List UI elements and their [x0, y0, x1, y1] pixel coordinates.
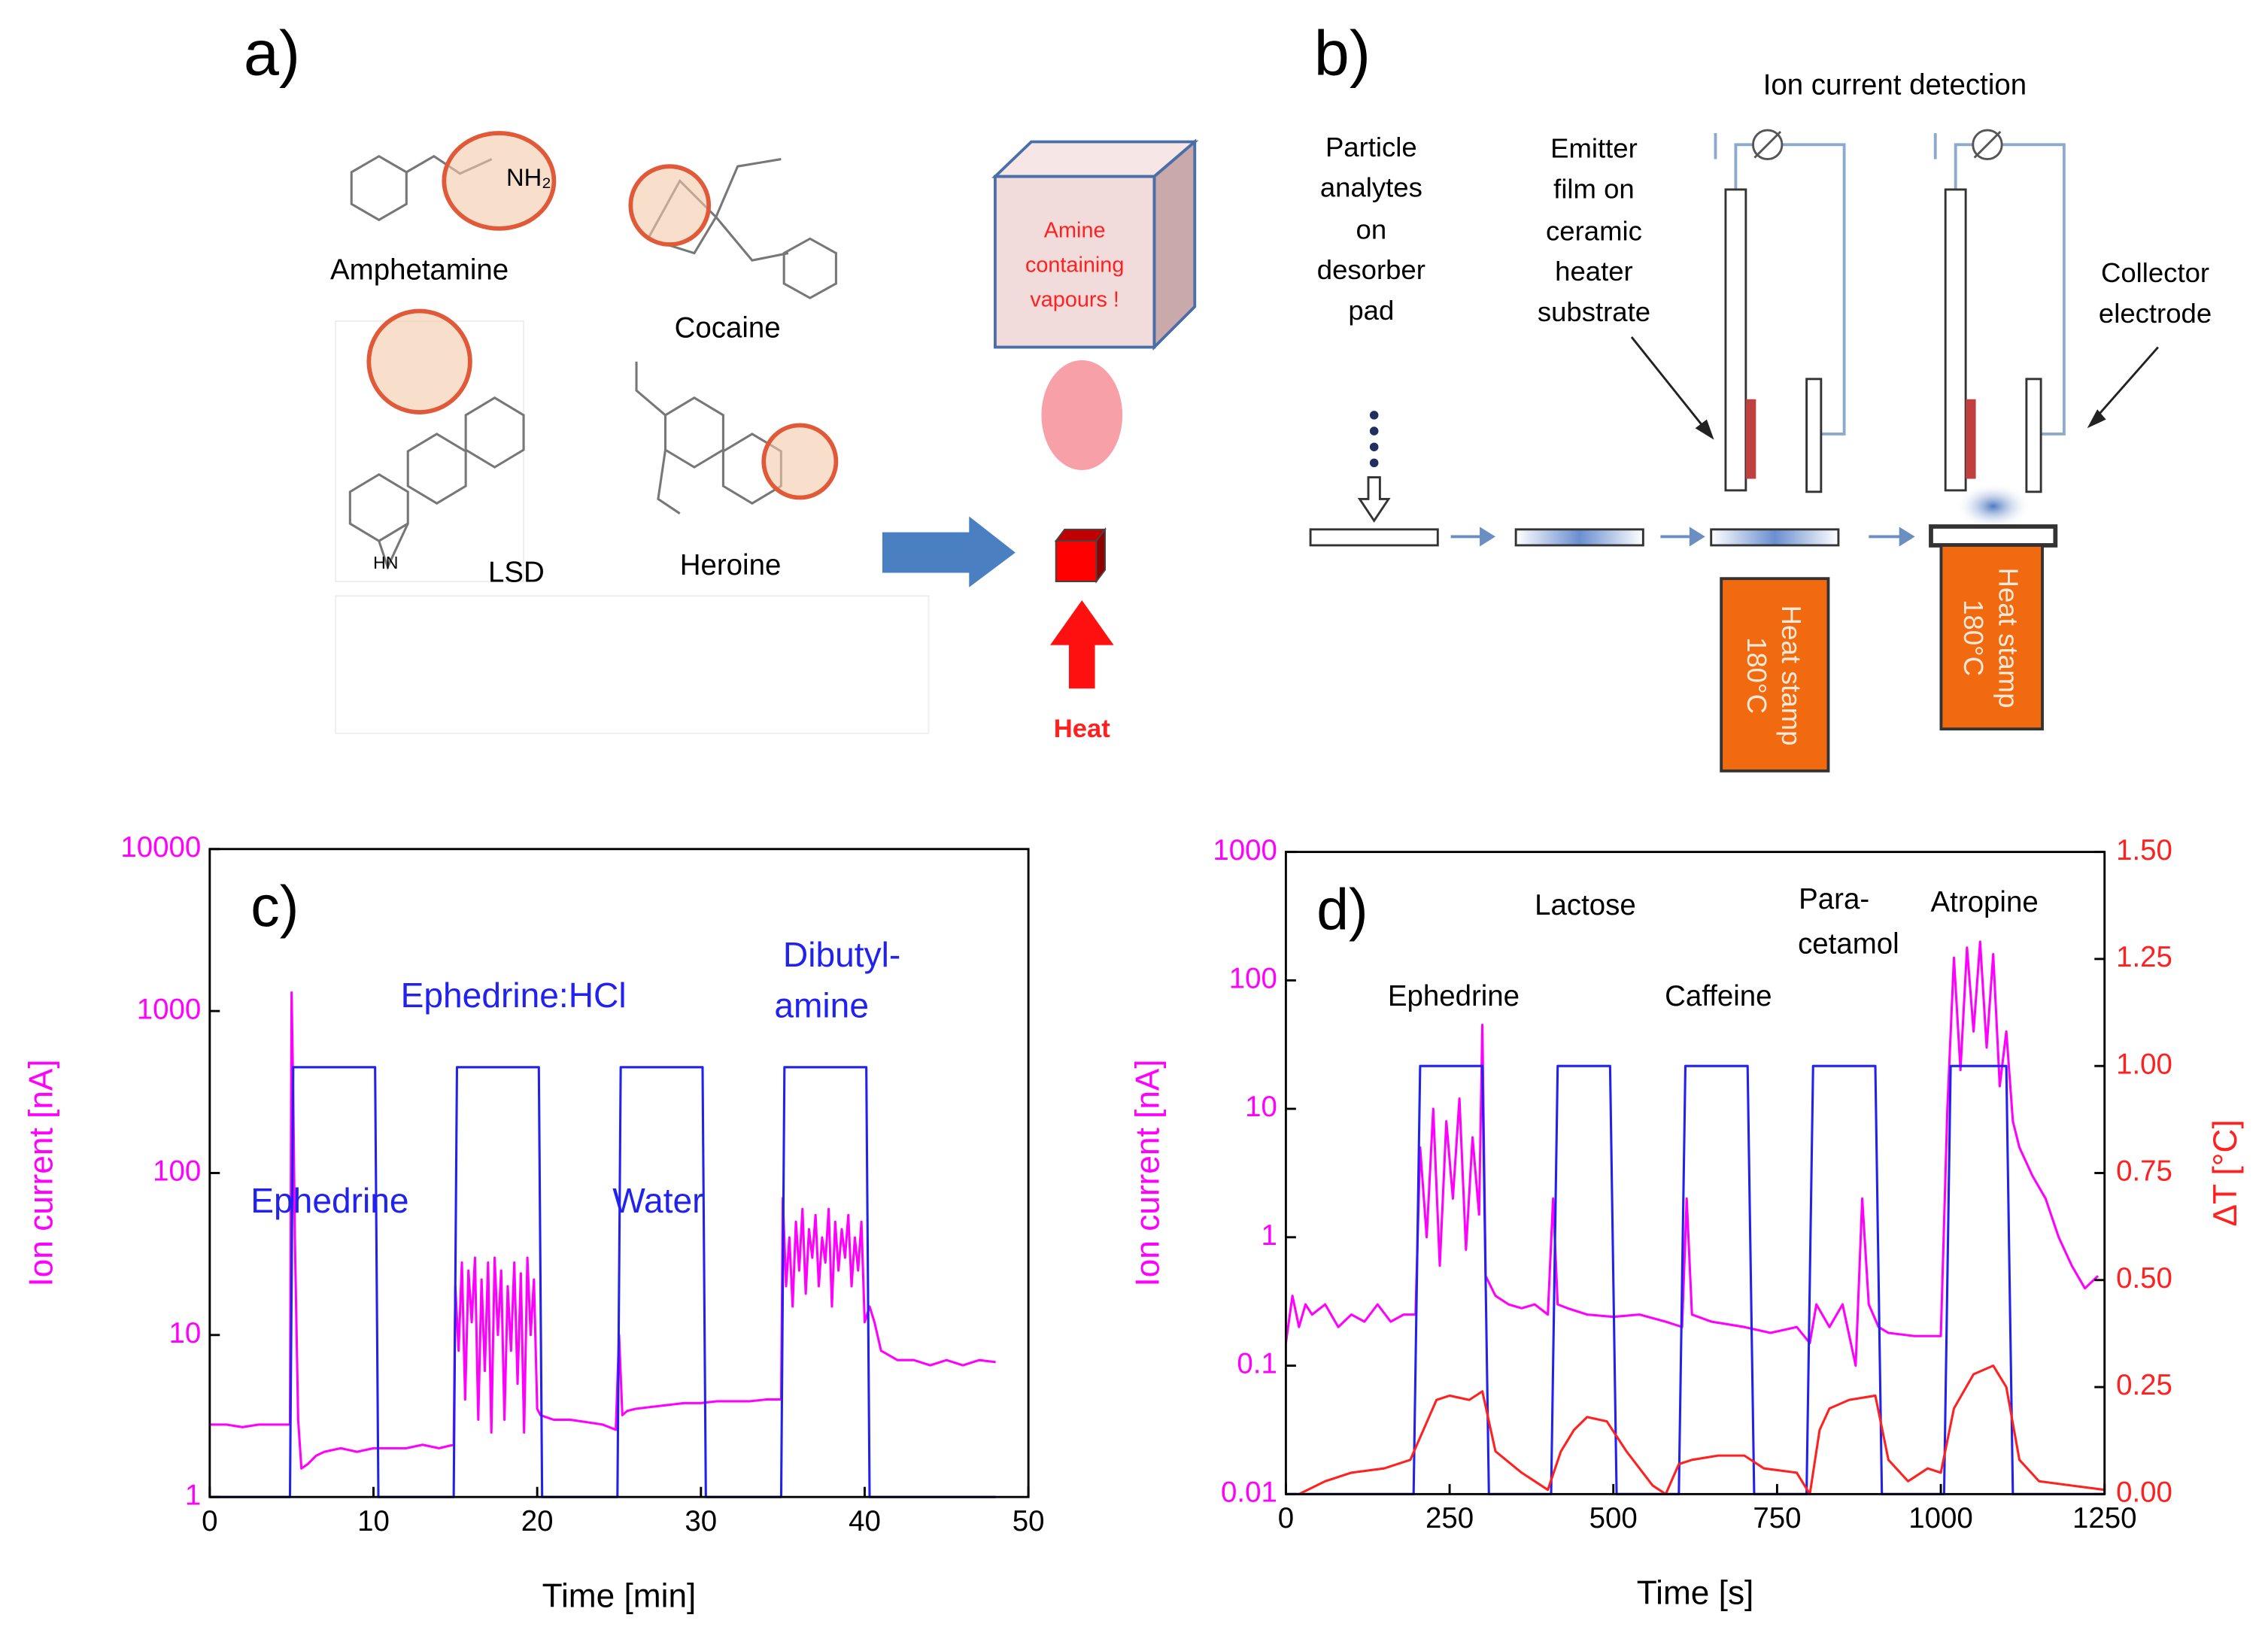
molecule-name: LSD	[488, 557, 545, 589]
label: substrate	[1538, 296, 1650, 327]
x-tick-label: 50	[1013, 1505, 1045, 1537]
annotation: Caffeine	[1665, 980, 1772, 1012]
annotation: Water	[612, 1181, 703, 1220]
annotation: Lactose	[1535, 889, 1636, 921]
panel-label: b)	[1314, 17, 1371, 88]
y-tick-label: 0.01	[1221, 1477, 1277, 1509]
y2-tick-label: 0.25	[2116, 1369, 2172, 1401]
stamp-text: 180°C	[1741, 637, 1772, 714]
y-tick-label: 100	[153, 1155, 201, 1188]
data-line	[209, 991, 996, 1470]
x-tick-label: 0	[202, 1505, 217, 1537]
label: ceramic	[1546, 215, 1642, 246]
panel-a: a) NH₂ Amphetamine Cocaine HN LSD Heroin…	[244, 17, 1199, 743]
frame	[335, 595, 930, 734]
y-tick-label: 0.1	[1237, 1348, 1277, 1380]
panel-b: b) Ion current detection Particle analyt…	[1309, 17, 2212, 772]
annotation: cetamol	[1798, 928, 1899, 961]
setup-drawing	[1309, 129, 2159, 772]
x-tick-label: 20	[521, 1505, 554, 1537]
annotation: Ephedrine	[1388, 980, 1520, 1012]
group-label: HN	[373, 553, 398, 572]
x-tick-label: 30	[685, 1505, 717, 1537]
y-tick-label: 1000	[137, 993, 202, 1025]
label: heater	[1555, 256, 1633, 287]
x-tick-label: 500	[1589, 1502, 1638, 1534]
y-tick-label: 100	[1229, 963, 1277, 995]
box-text: vapours !	[1030, 288, 1119, 312]
vapour	[1041, 360, 1123, 470]
annotation: amine	[774, 985, 869, 1024]
x-tick-label: 1250	[2072, 1502, 2137, 1534]
stamp-text: 180°C	[1958, 599, 1989, 676]
label: Collector	[2101, 257, 2209, 288]
y2-tick-label: 0.50	[2116, 1262, 2172, 1295]
label: Emitter	[1550, 133, 1638, 164]
molecule-name: Amphetamine	[330, 254, 509, 287]
y-tick-label: 10000	[120, 831, 201, 864]
y2-tick-label: 0.75	[2116, 1155, 2172, 1188]
y2-tick-label: 1.25	[2116, 941, 2172, 973]
data-line	[209, 1066, 996, 1498]
vapour-box	[991, 138, 1199, 351]
x-tick-label: 1000	[1908, 1502, 1973, 1534]
label: film on	[1553, 174, 1635, 205]
x-tick-label: 250	[1425, 1502, 1474, 1534]
data-line	[1286, 1064, 2105, 1495]
stamp-text: Heat stamp	[1776, 606, 1807, 746]
x-tick-label: 40	[849, 1505, 881, 1537]
title: Ion current detection	[1763, 69, 2027, 102]
panel-label: c)	[250, 875, 299, 939]
lsd-structure: HN	[348, 308, 525, 572]
x-tick-label: 0	[1278, 1502, 1294, 1534]
panel-label: a)	[244, 17, 300, 88]
heat-arrow	[1049, 600, 1114, 689]
y-tick-label: 1000	[1213, 834, 1277, 867]
y2-tick-label: 1.50	[2116, 834, 2172, 867]
molecule-name: Heroine	[680, 549, 782, 581]
annotation: Dibutyl-	[783, 935, 900, 974]
plot-frame	[1284, 851, 2106, 1495]
label: desorber	[1317, 254, 1425, 285]
annotation: Ephedrine	[250, 1181, 408, 1220]
label: pad	[1348, 295, 1394, 326]
box-text: Amine	[1044, 218, 1106, 242]
annotation: Atropine	[1931, 886, 2039, 918]
label: analytes	[1320, 172, 1422, 203]
box-text: containing	[1025, 253, 1124, 277]
y-axis-label: Ion current [nA]	[23, 1059, 59, 1286]
panel-label: d)	[1316, 878, 1368, 942]
heroine-structure	[635, 361, 839, 514]
molecule-name: Cocaine	[675, 312, 781, 345]
y-tick-label: 10	[169, 1317, 202, 1349]
sample-cube	[1054, 527, 1107, 584]
heat-label: Heat	[1054, 715, 1110, 743]
stamp-text: Heat stamp	[1993, 568, 2024, 709]
x-axis-label: Time [min]	[542, 1577, 697, 1614]
y2-tick-label: 1.00	[2116, 1048, 2172, 1080]
y-tick-label: 1	[1261, 1219, 1277, 1252]
y2-axis-label: ΔT [°C]	[2207, 1119, 2244, 1226]
y-tick-label: 10	[1245, 1091, 1277, 1123]
group-label: NH₂	[506, 163, 551, 191]
y-axis-label: Ion current [nA]	[1129, 1059, 1166, 1286]
label: Particle	[1325, 132, 1417, 162]
label: on	[1356, 214, 1387, 244]
data-line	[1298, 1364, 2105, 1495]
x-tick-label: 10	[357, 1505, 390, 1537]
y-tick-label: 1	[185, 1479, 201, 1511]
annotation: Para-	[1799, 883, 1869, 915]
cocaine-structure	[628, 158, 837, 299]
y2-tick-label: 0.00	[2116, 1477, 2172, 1509]
arrow	[882, 516, 1016, 587]
x-axis-label: Time [s]	[1637, 1575, 1754, 1612]
x-tick-label: 750	[1753, 1502, 1801, 1534]
amphetamine-structure: NH₂	[350, 131, 557, 231]
label: electrode	[2099, 298, 2212, 329]
annotation: Ephedrine:HCl	[401, 976, 627, 1015]
